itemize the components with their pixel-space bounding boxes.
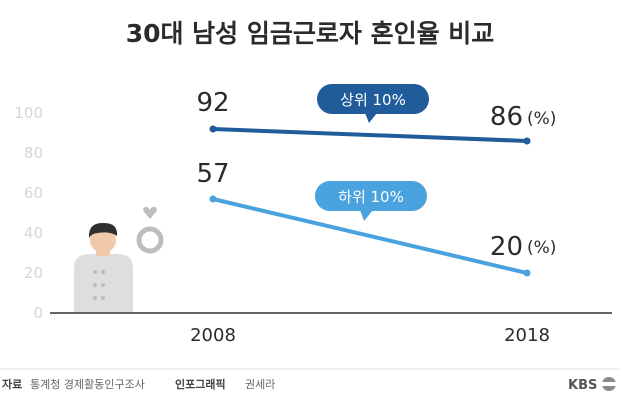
y-tick-label: 0 [33,304,43,322]
kbs-logo-text: KBS [568,378,597,393]
series-name-label: 상위 10% [340,91,406,109]
footer: 자료 통계청 경제활동인구조사 인포그래픽 권세라 KBS [2,377,616,393]
source-label: 자료 [2,377,22,391]
data-point [209,195,217,203]
unit-label: (%) [527,109,556,129]
y-tick-label: 80 [24,144,43,162]
data-point [523,137,531,145]
series-name-label: 하위 10% [338,188,404,206]
series-line-0 [211,127,529,143]
legend-bubble-bottom: 하위 10% [315,181,427,221]
data-point [209,125,217,133]
y-axis-ticks: 100 80 60 40 20 0 [14,104,43,322]
source-text: 통계청 경제활동인구조사 [30,377,145,391]
y-tick-label: 60 [24,184,43,202]
y-tick-label: 20 [24,264,43,282]
series-layer [209,125,531,277]
ring-icon [136,206,164,254]
legend-bubble-top: 상위 10% [317,84,429,123]
y-tick-label: 40 [24,224,43,242]
x-tick-label: 2008 [190,325,236,346]
data-label: 92 [196,88,229,118]
data-label: 86 [490,102,523,132]
series-line-1 [211,197,529,275]
kbs-logo-icon [602,377,616,391]
infographic-label: 인포그래픽 [175,377,226,391]
labels-layer: 92 86 (%) 57 20 (%) [196,88,556,262]
data-point [523,269,531,277]
y-tick-label: 100 [14,104,43,122]
infographic-author: 권세라 [245,378,275,391]
data-label: 57 [196,159,229,189]
x-tick-label: 2018 [504,325,550,346]
unit-label: (%) [527,238,556,258]
person-icon [74,222,133,312]
chart-title: 30대 남성 임금근로자 혼인율 비교 [126,19,495,48]
data-label: 20 [490,232,523,262]
